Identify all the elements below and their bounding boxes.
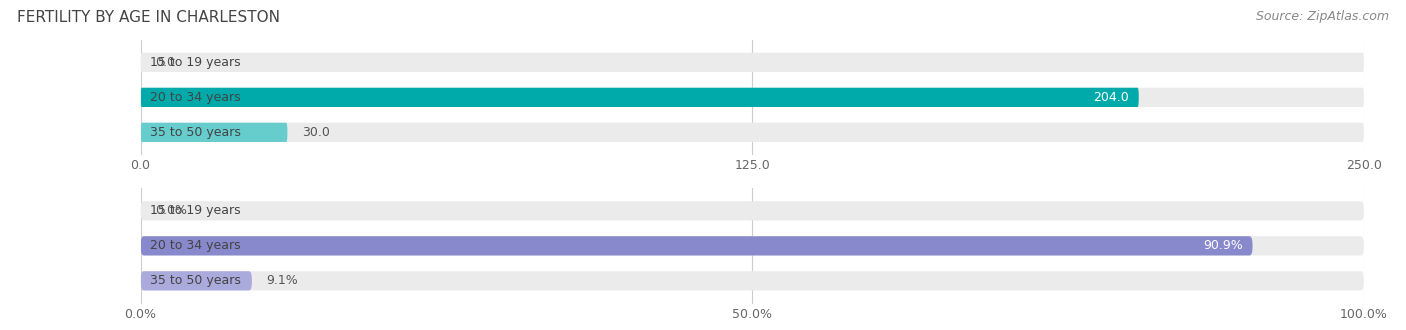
Text: FERTILITY BY AGE IN CHARLESTON: FERTILITY BY AGE IN CHARLESTON: [17, 10, 280, 25]
FancyBboxPatch shape: [141, 271, 252, 290]
FancyBboxPatch shape: [141, 123, 287, 142]
FancyBboxPatch shape: [141, 53, 1364, 72]
FancyBboxPatch shape: [141, 123, 1364, 142]
FancyBboxPatch shape: [141, 88, 1139, 107]
FancyBboxPatch shape: [141, 236, 1253, 255]
Text: 20 to 34 years: 20 to 34 years: [150, 91, 240, 104]
FancyBboxPatch shape: [141, 201, 1364, 220]
Text: 35 to 50 years: 35 to 50 years: [150, 126, 242, 139]
FancyBboxPatch shape: [141, 236, 1364, 255]
FancyBboxPatch shape: [141, 271, 1364, 290]
Text: Source: ZipAtlas.com: Source: ZipAtlas.com: [1256, 10, 1389, 23]
FancyBboxPatch shape: [141, 88, 1364, 107]
Text: 9.1%: 9.1%: [267, 274, 298, 287]
Text: 0.0: 0.0: [155, 56, 176, 69]
Text: 35 to 50 years: 35 to 50 years: [150, 274, 242, 287]
Text: 30.0: 30.0: [302, 126, 330, 139]
Text: 15 to 19 years: 15 to 19 years: [150, 204, 240, 217]
Text: 90.9%: 90.9%: [1204, 239, 1243, 252]
Text: 204.0: 204.0: [1094, 91, 1129, 104]
Text: 15 to 19 years: 15 to 19 years: [150, 56, 240, 69]
Text: 0.0%: 0.0%: [155, 204, 187, 217]
Text: 20 to 34 years: 20 to 34 years: [150, 239, 240, 252]
